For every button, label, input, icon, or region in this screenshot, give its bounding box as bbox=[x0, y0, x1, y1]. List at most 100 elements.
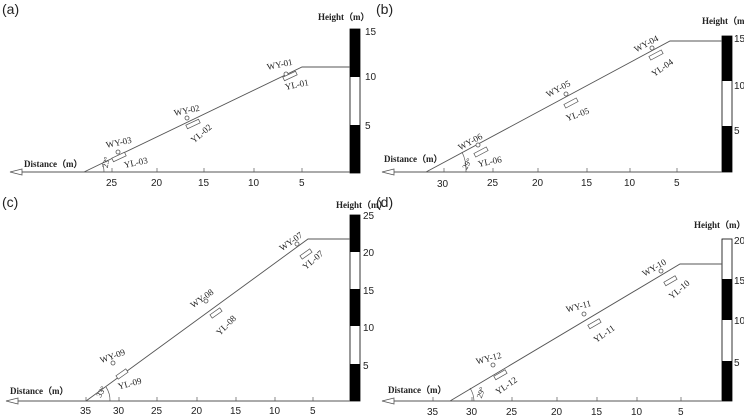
y-tick: 10 bbox=[363, 323, 375, 334]
x-tick: 20 bbox=[532, 178, 544, 189]
x-tick: 20 bbox=[191, 406, 203, 416]
displacement-marker bbox=[649, 45, 655, 51]
panel-c-height-scale bbox=[349, 214, 361, 402]
displacement-marker bbox=[581, 311, 587, 317]
x-tick: 15 bbox=[591, 407, 603, 416]
panel-d-height-title: Height（m） bbox=[694, 220, 744, 230]
x-tick: 10 bbox=[248, 178, 260, 189]
wy-label: WY-11 bbox=[565, 298, 592, 314]
x-tick: 5 bbox=[299, 178, 305, 189]
x-tick: 15 bbox=[230, 406, 242, 416]
yl-label: YL-06 bbox=[477, 154, 503, 169]
yl-label: YL-04 bbox=[650, 56, 676, 78]
y-tick: 10 bbox=[734, 81, 744, 92]
panel-a-height-title: Height（m） bbox=[318, 12, 370, 22]
scale-black-segment bbox=[722, 36, 732, 81]
displacement-marker bbox=[294, 241, 300, 247]
axis-arrowhead bbox=[5, 397, 19, 405]
x-tick: 25 bbox=[506, 407, 518, 416]
x-tick: 20 bbox=[151, 178, 163, 189]
displacement-marker bbox=[203, 298, 209, 304]
panel-b-height-scale bbox=[721, 35, 733, 173]
rain-gauge-marker bbox=[663, 275, 678, 287]
scale-black-segment bbox=[350, 125, 360, 173]
yl-label: YL-11 bbox=[592, 323, 617, 345]
angle-arc bbox=[469, 387, 475, 402]
rain-gauge-marker bbox=[115, 368, 129, 380]
y-tick: 5 bbox=[365, 121, 371, 132]
yl-label: YL-03 bbox=[123, 155, 149, 170]
x-tick: 25 bbox=[151, 406, 163, 416]
slope-profile bbox=[425, 40, 722, 173]
displacement-marker bbox=[658, 268, 664, 274]
wy-label: WY-08 bbox=[188, 287, 215, 310]
scale-black-segment bbox=[350, 289, 360, 326]
rain-gauge-marker bbox=[209, 307, 223, 319]
scale-black-segment bbox=[350, 215, 360, 252]
wy-label: WY-10 bbox=[640, 257, 668, 279]
panel-b-height-title: Height（m） bbox=[702, 16, 744, 26]
y-tick: 10 bbox=[365, 72, 377, 83]
angle-arc bbox=[101, 162, 105, 173]
panel-c: (c) Height（m） 25 20 15 10 5 Distance（m） … bbox=[2, 194, 388, 416]
wy-label: WY-01 bbox=[266, 57, 294, 72]
distance-label: Distance（m） bbox=[24, 159, 83, 169]
panel-c-height-title: Height（m） bbox=[336, 200, 388, 210]
x-tick: 30 bbox=[113, 406, 125, 416]
x-tick: 5 bbox=[310, 406, 316, 416]
x-tick: 35 bbox=[80, 406, 92, 416]
yl-label: YL-05 bbox=[565, 105, 591, 123]
x-tick: 10 bbox=[624, 178, 636, 189]
panel-d: (d) Height（m） 20 15 10 5 Distance（m） 35 … bbox=[376, 194, 744, 416]
wy-label: WY-04 bbox=[632, 33, 660, 54]
slope-profile bbox=[85, 238, 350, 402]
x-tick: 25 bbox=[106, 178, 118, 189]
yl-label: YL-01 bbox=[284, 77, 310, 92]
panel-a-height-scale bbox=[349, 28, 361, 174]
distance-label: Distance（m） bbox=[384, 154, 443, 164]
panel-b: (b) Height（m） 15 10 5 Distance（m） 30 25 … bbox=[376, 1, 744, 190]
slope-profile bbox=[449, 263, 722, 402]
wy-label: WY-06 bbox=[456, 131, 484, 152]
y-tick: 15 bbox=[734, 276, 744, 287]
scale-black-segment bbox=[722, 126, 732, 172]
y-tick: 20 bbox=[363, 248, 375, 259]
axis-arrowhead bbox=[9, 168, 23, 176]
yl-label: YL-07 bbox=[300, 248, 325, 271]
slope-angle: 29° bbox=[461, 157, 474, 171]
scale-black-segment bbox=[350, 364, 360, 401]
scale-black-segment bbox=[722, 361, 732, 401]
displacement-marker bbox=[110, 360, 116, 366]
y-tick: 10 bbox=[734, 316, 744, 327]
panel-b-letter: (b) bbox=[376, 1, 393, 17]
y-tick: 5 bbox=[734, 126, 740, 137]
x-tick: 10 bbox=[631, 407, 643, 416]
panel-c-letter: (c) bbox=[2, 194, 18, 210]
distance-label: Distance（m） bbox=[388, 385, 447, 395]
panel-d-letter: (d) bbox=[376, 194, 393, 210]
y-tick: 15 bbox=[365, 27, 377, 38]
displacement-marker bbox=[115, 149, 121, 155]
panel-d-height-scale bbox=[721, 238, 733, 402]
panel-a: (a) Height（m） 15 10 5 Distance（m） 25 20 … bbox=[2, 1, 377, 189]
x-tick: 5 bbox=[678, 407, 684, 416]
scale-black-segment bbox=[350, 29, 360, 77]
x-tick: 10 bbox=[269, 406, 281, 416]
rain-gauge-marker bbox=[648, 49, 664, 61]
axis-arrowhead bbox=[381, 397, 395, 405]
rain-gauge-marker bbox=[282, 70, 298, 82]
yl-label: YL-09 bbox=[117, 375, 143, 391]
rain-gauge-marker bbox=[587, 318, 602, 330]
wy-label: WY-03 bbox=[105, 135, 133, 150]
y-tick: 15 bbox=[363, 286, 375, 297]
rain-gauge-marker bbox=[493, 369, 508, 381]
rain-gauge-marker bbox=[299, 248, 313, 260]
y-tick: 5 bbox=[734, 358, 740, 369]
angle-arc bbox=[105, 386, 111, 402]
rain-gauge-marker bbox=[563, 97, 579, 109]
rain-gauge-marker bbox=[185, 118, 201, 130]
slope-profile bbox=[83, 66, 350, 173]
rain-gauge-marker bbox=[111, 151, 127, 163]
distance-label: Distance（m） bbox=[10, 386, 69, 396]
